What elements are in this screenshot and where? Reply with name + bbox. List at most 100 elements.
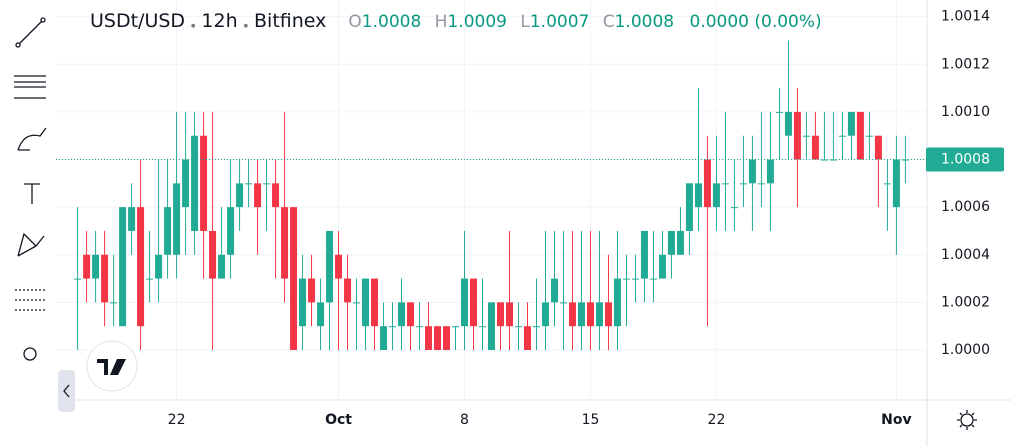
legend-key: H bbox=[434, 12, 448, 32]
candle-body bbox=[883, 183, 891, 185]
x-tick-label: Nov bbox=[881, 412, 911, 428]
candle-body bbox=[757, 183, 765, 185]
candle-body bbox=[685, 183, 693, 231]
candle-body bbox=[281, 207, 289, 279]
toolbar[interactable] bbox=[14, 17, 47, 361]
candle-body bbox=[461, 278, 469, 327]
fib-tool[interactable] bbox=[14, 75, 46, 99]
candle-body bbox=[416, 326, 424, 328]
candle-body bbox=[658, 254, 666, 279]
plot-area: 1.0000 1.0002 1.0004 1.0006 1.0008 1.0010 1.00… bbox=[56, 0, 990, 428]
candle-body bbox=[847, 111, 855, 136]
candle-body bbox=[326, 230, 334, 303]
candle-body bbox=[182, 159, 190, 208]
candle-body bbox=[155, 254, 163, 279]
candle-body bbox=[856, 111, 864, 160]
candle-body bbox=[703, 159, 711, 208]
candle-body bbox=[577, 302, 585, 327]
candle-body bbox=[380, 326, 388, 350]
candle-body bbox=[541, 302, 549, 327]
candle-body bbox=[218, 254, 226, 279]
candle-body bbox=[407, 302, 415, 327]
legend-value: 1.0009 bbox=[447, 12, 507, 32]
y-tick-label: 1.0000 bbox=[941, 342, 990, 358]
candle-body bbox=[676, 230, 684, 255]
candle-body bbox=[389, 326, 397, 328]
candle-body bbox=[470, 278, 478, 327]
candle-body bbox=[793, 111, 801, 160]
candle-body bbox=[694, 183, 702, 208]
candle-body bbox=[532, 326, 540, 328]
candle-body bbox=[443, 326, 451, 350]
candle-body bbox=[748, 159, 756, 184]
x-tick-label: 22 bbox=[168, 412, 186, 428]
candle-body bbox=[227, 207, 235, 255]
candle-body bbox=[631, 278, 639, 280]
y-tick-label: 1.0002 bbox=[941, 294, 990, 310]
candle-body bbox=[110, 302, 118, 304]
candle-body bbox=[317, 302, 325, 327]
candle-body bbox=[425, 326, 433, 350]
last-price-tag bbox=[926, 147, 1004, 172]
candle-body bbox=[200, 135, 208, 231]
candle-body bbox=[101, 254, 109, 303]
candle-body bbox=[353, 302, 361, 304]
candle-body bbox=[452, 326, 460, 328]
candle-body bbox=[649, 278, 657, 280]
candle-body bbox=[784, 111, 792, 136]
candle-body bbox=[766, 159, 774, 184]
candle-body bbox=[739, 183, 747, 185]
last-price-label: 1.0008 bbox=[941, 152, 990, 168]
pattern-tool[interactable] bbox=[17, 232, 45, 257]
candle-body bbox=[290, 207, 298, 350]
brush-tool[interactable] bbox=[17, 127, 47, 151]
x-tick-label: 8 bbox=[460, 412, 469, 428]
candle-body bbox=[137, 207, 145, 327]
candle-body bbox=[811, 135, 819, 160]
y-tick-label: 1.0004 bbox=[941, 247, 990, 263]
candle-body bbox=[838, 135, 846, 137]
y-tick-label: 1.0012 bbox=[941, 56, 990, 72]
interval: 12h bbox=[201, 10, 238, 32]
symbol: USDt/USD bbox=[90, 10, 186, 32]
candle-body bbox=[119, 207, 127, 327]
candle-body bbox=[335, 254, 343, 279]
x-tick-label: 15 bbox=[582, 412, 600, 428]
prediction-tool[interactable] bbox=[15, 289, 46, 311]
collapse-icon bbox=[63, 384, 70, 398]
candle-body bbox=[721, 183, 729, 185]
candle-body bbox=[344, 278, 352, 303]
settings-gear[interactable] bbox=[957, 410, 977, 430]
text-tool[interactable] bbox=[24, 183, 40, 204]
candle-body bbox=[550, 278, 558, 303]
collapse-button[interactable] bbox=[58, 370, 75, 412]
candle-body bbox=[92, 254, 100, 279]
legend-key: C bbox=[602, 12, 615, 32]
x-tick-label: Oct bbox=[325, 412, 352, 428]
candle-body bbox=[398, 302, 406, 327]
candle-body bbox=[479, 326, 487, 328]
trend-line-tool[interactable] bbox=[18, 20, 43, 45]
candle-body bbox=[640, 230, 648, 279]
candle-body bbox=[892, 159, 900, 208]
emoji-tool[interactable] bbox=[23, 347, 37, 361]
candle-body bbox=[128, 207, 136, 231]
candle-body bbox=[362, 278, 370, 327]
candle-body bbox=[245, 183, 253, 185]
candle-body bbox=[568, 302, 576, 327]
candle-body bbox=[775, 111, 783, 113]
legend-key: L bbox=[520, 12, 530, 32]
candle-body bbox=[613, 278, 621, 327]
candle-body bbox=[146, 278, 154, 280]
logo[interactable] bbox=[86, 340, 138, 392]
legend-value: 1.0008 bbox=[361, 12, 422, 32]
candle-body bbox=[74, 278, 82, 280]
legend-key: O bbox=[348, 12, 362, 32]
candle-body bbox=[865, 135, 873, 137]
candle-body bbox=[802, 135, 810, 137]
candle-body bbox=[83, 254, 91, 279]
y-tick-label: 1.0014 bbox=[941, 9, 990, 25]
legend-value: 1.0007 bbox=[529, 12, 590, 32]
candle-body bbox=[164, 207, 172, 255]
